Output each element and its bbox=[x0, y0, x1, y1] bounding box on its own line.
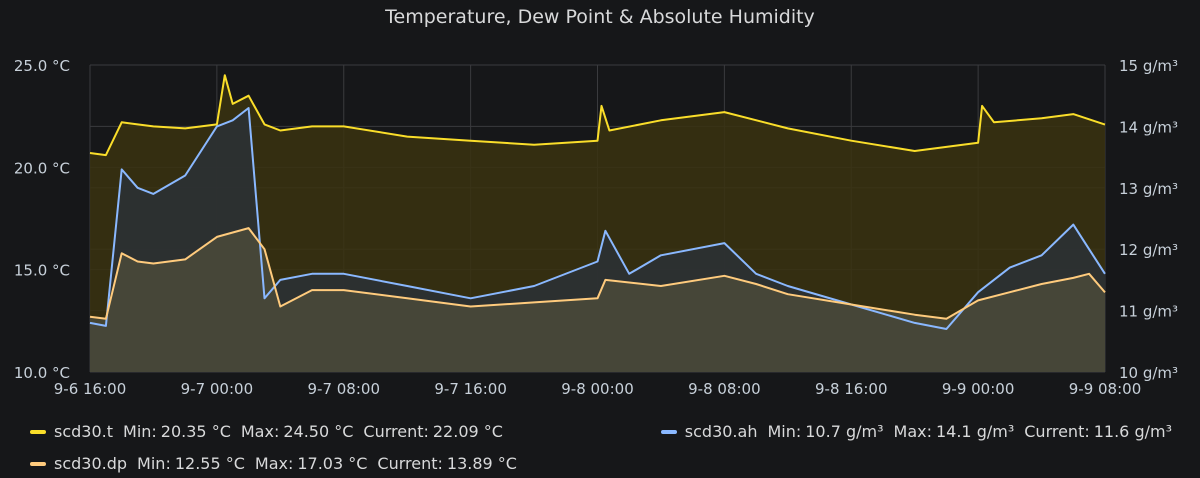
x-tick-label: 9-9 08:00 bbox=[1069, 380, 1142, 398]
legend-swatch-t bbox=[30, 429, 46, 434]
legend-max-label: Max: bbox=[893, 422, 932, 441]
x-tick-label: 9-6 16:00 bbox=[54, 380, 127, 398]
series-line-dp bbox=[89, 227, 1106, 320]
legend-name-ah: scd30.ah bbox=[684, 422, 758, 441]
legend-max-label: Max: bbox=[240, 422, 280, 441]
legend-min-label: Min: bbox=[137, 454, 171, 473]
legend-item-ah[interactable]: scd30.ah Min: 10.7 g/m³ Max: 14.1 g/m³ Cur… bbox=[660, 422, 1172, 441]
series-line-t bbox=[89, 74, 1106, 157]
legend-current-value-dp: 13.89 °C bbox=[446, 454, 517, 473]
legend-swatch-dp bbox=[30, 461, 46, 466]
legend-min-value-t: 20.35 °C bbox=[160, 422, 231, 441]
right-tick-label: 15 g/m³ bbox=[1119, 57, 1178, 75]
right-tick-label: 13 g/m³ bbox=[1119, 180, 1178, 198]
x-tick-label: 9-9 00:00 bbox=[942, 380, 1015, 398]
legend-swatch-ah bbox=[660, 429, 677, 434]
legend-current-value-t: 22.09 °C bbox=[432, 422, 503, 441]
chart-title: Temperature, Dew Point & Absolute Humidi… bbox=[385, 6, 815, 28]
legend-min-label: Min: bbox=[123, 422, 157, 441]
legend-max-label: Max: bbox=[254, 454, 294, 473]
legend-min-label: Min: bbox=[767, 422, 802, 441]
legend-name-dp: scd30.dp bbox=[54, 454, 128, 473]
x-tick-label: 9-7 16:00 bbox=[434, 380, 507, 398]
legend-max-value-t: 24.50 °C bbox=[283, 422, 354, 441]
left-tick-label: 20.0 °C bbox=[14, 159, 70, 177]
legend-item-t[interactable]: scd30.t Min: 20.35 °C Max: 24.50 °C Curren… bbox=[30, 422, 503, 441]
legend-name-t: scd30.t bbox=[54, 422, 114, 441]
legend-current-label: Current: bbox=[363, 422, 429, 441]
left-tick-label: 25.0 °C bbox=[14, 57, 70, 75]
right-tick-label: 10 g/m³ bbox=[1119, 364, 1178, 382]
left-tick-label: 10.0 °C bbox=[14, 364, 70, 382]
legend-max-value-ah: 14.1 g/m³ bbox=[935, 422, 1015, 441]
legend-current-label: Current: bbox=[1024, 422, 1090, 441]
right-tick-label: 14 g/m³ bbox=[1119, 118, 1178, 136]
left-tick-label: 15.0 °C bbox=[14, 262, 70, 280]
x-tick-label: 9-8 16:00 bbox=[815, 380, 888, 398]
legend-item-dp[interactable]: scd30.dp Min: 12.55 °C Max: 17.03 °C Curre… bbox=[30, 454, 517, 473]
legend-max-value-dp: 17.03 °C bbox=[297, 454, 368, 473]
x-tick-label: 9-8 00:00 bbox=[561, 380, 634, 398]
x-tick-label: 9-8 08:00 bbox=[688, 380, 761, 398]
right-tick-label: 11 g/m³ bbox=[1119, 303, 1178, 321]
x-tick-label: 9-7 00:00 bbox=[181, 380, 254, 398]
x-tick-label: 9-7 08:00 bbox=[308, 380, 381, 398]
legend-min-value-ah: 10.7 g/m³ bbox=[805, 422, 884, 441]
right-tick-label: 12 g/m³ bbox=[1119, 241, 1178, 259]
legend-current-label: Current: bbox=[377, 454, 443, 473]
series-area-dp bbox=[90, 228, 1105, 372]
legend-current-value-ah: 11.6 g/m³ bbox=[1093, 422, 1172, 441]
series-line-ah bbox=[89, 107, 1106, 330]
legend-min-value-dp: 12.55 °C bbox=[174, 454, 245, 473]
